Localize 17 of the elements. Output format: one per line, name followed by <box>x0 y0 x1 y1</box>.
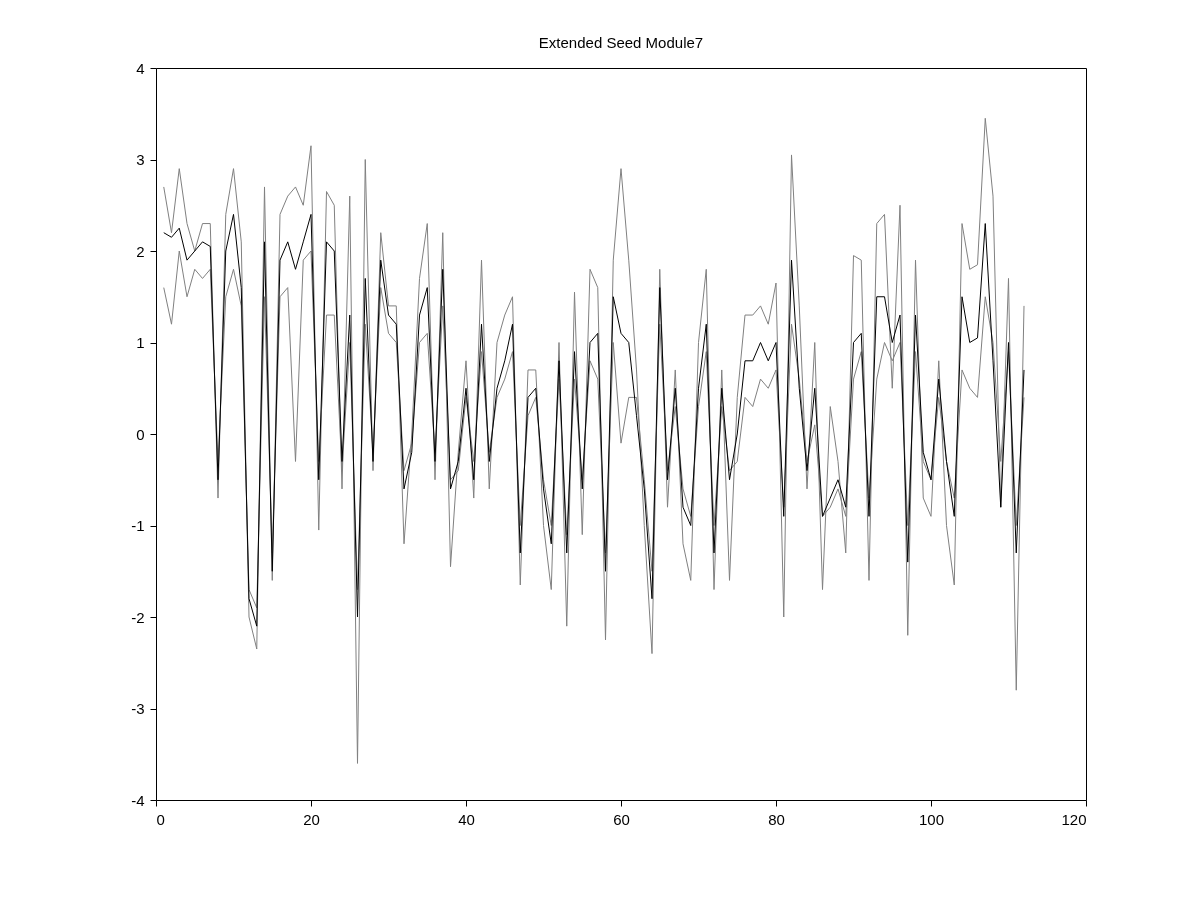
chart-title: Extended Seed Module7 <box>538 34 704 51</box>
y-tick-label: 4 <box>136 59 145 77</box>
y-tick-label: 3 <box>136 151 145 168</box>
y-tick-label: 2 <box>136 242 145 260</box>
y-tick-label: 1 <box>136 334 145 351</box>
x-tick-label: 60 <box>613 810 630 828</box>
x-tick-label: 40 <box>458 810 475 828</box>
x-tick-label: 20 <box>303 810 320 828</box>
y-tick-label: -4 <box>131 791 145 809</box>
x-tick-label: 100 <box>918 810 945 828</box>
y-tick-label: -3 <box>131 700 145 717</box>
x-tick-label: 0 <box>156 810 165 828</box>
y-tick-label: -2 <box>131 608 145 626</box>
y-tick-label: -1 <box>131 517 145 534</box>
y-tick-label: 0 <box>136 425 145 443</box>
x-tick-label: 80 <box>768 810 785 828</box>
x-tick-label: 120 <box>1061 810 1087 828</box>
